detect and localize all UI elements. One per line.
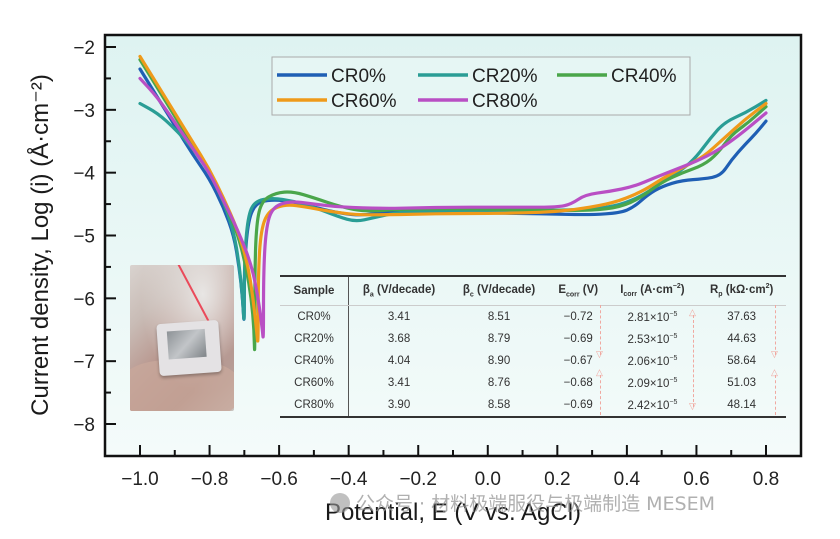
wechat-icon: [330, 493, 350, 513]
icorr-trend-arrow: [693, 315, 694, 407]
y-axis: −2 −3 −4 −5 −6 −7 −8: [73, 38, 116, 436]
x-tick-label: 0.8: [753, 469, 779, 490]
x-tick-label: 0.4: [614, 469, 641, 490]
header-ecorr: Ecorr (V): [548, 275, 608, 306]
x-tick-label: −0.2: [399, 469, 437, 490]
header-rp: Rp (kΩ·cm2): [697, 275, 786, 306]
cell-beta-c: 8.58: [449, 394, 549, 418]
ecorr-trend-arrow-up: [600, 375, 601, 415]
x-axis-title: Potential, E (V vs. AgCl): [325, 499, 581, 526]
inset-sample-photo: [130, 265, 234, 411]
y-tick-label: −5: [73, 227, 95, 248]
x-tick-label: −1.0: [121, 469, 159, 490]
cell-beta-c: 8.76: [487, 377, 511, 389]
x-tick-label: 0.6: [683, 469, 709, 490]
cell-ecorr: −0.72: [563, 311, 593, 323]
x-tick-label: −0.8: [191, 469, 229, 490]
watermark: 公众号 · 材料极端服役与极端制造 MESEM: [330, 489, 715, 516]
y-tick-label: −6: [73, 289, 95, 310]
header-beta-a: βa (V/decade): [348, 275, 450, 306]
arrow-down-icon: ▽: [596, 349, 603, 359]
y-tick-label: −8: [73, 415, 95, 436]
y-tick-label: −3: [73, 101, 95, 122]
legend-label: CR20%: [472, 66, 538, 87]
sample-cube: [156, 319, 222, 377]
ecorr-trend-arrow-down: [600, 305, 601, 355]
cell-beta-c: 8.90: [487, 355, 511, 367]
legend-box: [271, 56, 691, 116]
cell-ecorr: −0.69: [563, 333, 593, 345]
cell-icorr: 2.06×10−5: [627, 354, 678, 368]
x-tick-label: 0.2: [544, 469, 570, 490]
cell-ecorr: −0.69: [548, 394, 608, 418]
cell-beta-c: 8.79: [487, 333, 511, 345]
y-axis-title: Current density, Log (i) (Å·cm⁻²): [26, 74, 54, 416]
cell-sample: CR60%: [280, 372, 349, 394]
cell-beta-a: 3.68: [387, 333, 411, 345]
legend: CR0% CR20% CR40% CR60% CR80%: [271, 56, 691, 116]
cell-sample: CR40%: [280, 350, 349, 372]
cell-ecorr: −0.68: [563, 377, 593, 389]
cell-beta-a: 4.04: [387, 355, 411, 367]
cell-rp: 58.64: [727, 355, 757, 367]
header-beta-c: βc (V/decade): [449, 275, 549, 306]
table-row: CR0% 3.41 8.51 −0.72 2.81×10−5 37.63: [280, 305, 786, 328]
cell-rp: 37.63: [727, 311, 757, 323]
arrow-down-icon: ▽: [689, 401, 696, 411]
legend-label: CR80%: [472, 91, 538, 112]
cell-icorr: 2.81×10−5: [627, 310, 678, 324]
arrow-up-icon: △: [596, 367, 603, 377]
cell-beta-c: 8.51: [487, 311, 511, 323]
cell-beta-a: 3.90: [348, 394, 450, 418]
cell-rp: 48.14: [697, 394, 786, 418]
arrow-down-icon: ▽: [771, 349, 778, 359]
x-tick-label: −0.6: [260, 469, 298, 490]
cell-sample: CR0%: [280, 305, 349, 328]
arrow-up-icon: △: [689, 307, 696, 317]
y-tick-label: −7: [73, 352, 95, 373]
x-tick-label: 0.0: [475, 469, 501, 490]
inset-parameters-table: Sample βa (V/decade) βc (V/decade) Ecorr…: [280, 275, 786, 418]
legend-label: CR60%: [331, 91, 397, 112]
cell-sample: CR20%: [280, 328, 349, 350]
header-sample: Sample: [280, 275, 349, 306]
cell-beta-a: 3.41: [387, 377, 411, 389]
table-row: CR40% 4.04 8.90 −0.67 2.06×10−5 58.64: [280, 350, 786, 372]
table-header-row: Sample βa (V/decade) βc (V/decade) Ecorr…: [280, 275, 786, 306]
cell-rp: 44.63: [727, 333, 757, 345]
legend-label: CR40%: [611, 66, 677, 87]
y-tick-label: −2: [73, 38, 95, 59]
x-tick-label: −0.4: [330, 469, 368, 490]
cell-icorr: 2.42×10−5: [607, 394, 698, 418]
cell-rp: 51.03: [727, 377, 757, 389]
cell-ecorr: −0.67: [563, 355, 593, 367]
header-icorr: Icorr (A·cm−2): [607, 275, 698, 306]
series-layer: [138, 54, 768, 352]
table-row: CR60% 3.41 8.76 −0.68 2.09×10−5 51.03: [280, 372, 786, 394]
table-row: CR80% 3.90 8.58 −0.69 2.42×10−5 48.14: [280, 394, 786, 418]
x-axis: −1.0 −0.8 −0.6 −0.4 −0.2 0.0 0.2 0.4 0.6 0.8: [121, 445, 779, 490]
sample-surface: [166, 328, 207, 360]
rp-trend-arrow-down: [775, 305, 776, 355]
cell-icorr: 2.53×10−5: [627, 332, 678, 346]
arrow-up-icon: △: [771, 367, 778, 377]
cell-beta-a: 3.41: [387, 311, 411, 323]
rp-trend-arrow-up: [775, 375, 776, 415]
y-tick-label: −4: [73, 164, 95, 185]
table-row: CR20% 3.68 8.79 −0.69 2.53×10−5 44.63: [280, 328, 786, 350]
cell-sample: CR80%: [280, 394, 349, 418]
legend-label: CR0%: [331, 66, 386, 87]
series-line-cr80pct: [138, 76, 768, 339]
cell-icorr: 2.09×10−5: [627, 376, 678, 390]
